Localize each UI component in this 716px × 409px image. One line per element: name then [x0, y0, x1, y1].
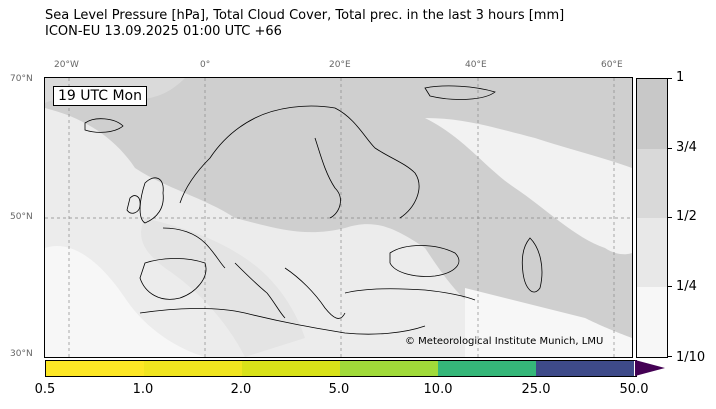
cloud-label-1-4: 1/4	[676, 279, 697, 294]
coastlines	[84, 85, 543, 335]
cloud-label-3-4: 3/4	[676, 140, 697, 155]
cloud-cover-colorbar	[636, 78, 668, 358]
forecast-time-label: 19 UTC Mon	[53, 86, 147, 106]
cloud-band-2	[637, 149, 667, 218]
precip-label-3: 5.0	[328, 382, 350, 397]
cloud-label-1: 1	[676, 70, 685, 85]
cloud-label-1-2: 1/2	[676, 209, 697, 224]
precip-band-3	[242, 361, 340, 376]
precip-label-5: 25.0	[521, 382, 551, 397]
precip-label-6: 50.0	[619, 382, 649, 397]
cloud-band-1	[637, 79, 667, 149]
lat-label-30n: 30°N	[10, 349, 33, 359]
credit-text: © Meteorological Institute Munich, LMU	[405, 336, 604, 347]
lat-label-50n: 50°N	[10, 212, 33, 222]
cloud-label-1-10: 1/10	[676, 350, 706, 365]
precip-colorbar	[45, 360, 637, 377]
cb-tick-3	[667, 217, 672, 218]
cb-tick-5	[667, 356, 672, 357]
cloud-cover-layer	[45, 78, 632, 357]
precip-label-0: 0.5	[34, 382, 56, 397]
precip-colorbar-extend-arrow	[635, 360, 665, 376]
title-line2: ICON-EU 13.09.2025 01:00 UTC +66	[45, 24, 282, 39]
precip-band-2	[144, 361, 242, 376]
chart-title: Sea Level Pressure [hPa], Total Cloud Co…	[45, 8, 564, 40]
lon-label-20e: 20°E	[329, 60, 351, 70]
precip-band-6	[536, 361, 634, 376]
map-svg	[45, 78, 632, 357]
precip-band-4	[340, 361, 438, 376]
precip-label-1: 1.0	[132, 382, 154, 397]
cb-tick-4	[667, 286, 672, 287]
lon-label-40e: 40°E	[465, 60, 487, 70]
title-line1: Sea Level Pressure [hPa], Total Cloud Co…	[45, 8, 565, 23]
cb-tick-1	[667, 78, 672, 79]
precip-label-4: 10.0	[423, 382, 453, 397]
lon-label-0: 0°	[200, 60, 211, 70]
weather-map[interactable]	[44, 77, 633, 358]
lon-label-60e: 60°E	[601, 60, 623, 70]
precip-band-5	[438, 361, 536, 376]
graticule	[45, 78, 632, 357]
cb-tick-2	[667, 148, 672, 149]
precip-band-1	[46, 361, 144, 376]
cloud-band-3	[637, 218, 667, 287]
lat-label-70n: 70°N	[10, 74, 33, 84]
precip-label-2: 2.0	[230, 382, 252, 397]
lon-label-20w: 20°W	[54, 60, 79, 70]
cloud-band-4	[637, 287, 667, 357]
